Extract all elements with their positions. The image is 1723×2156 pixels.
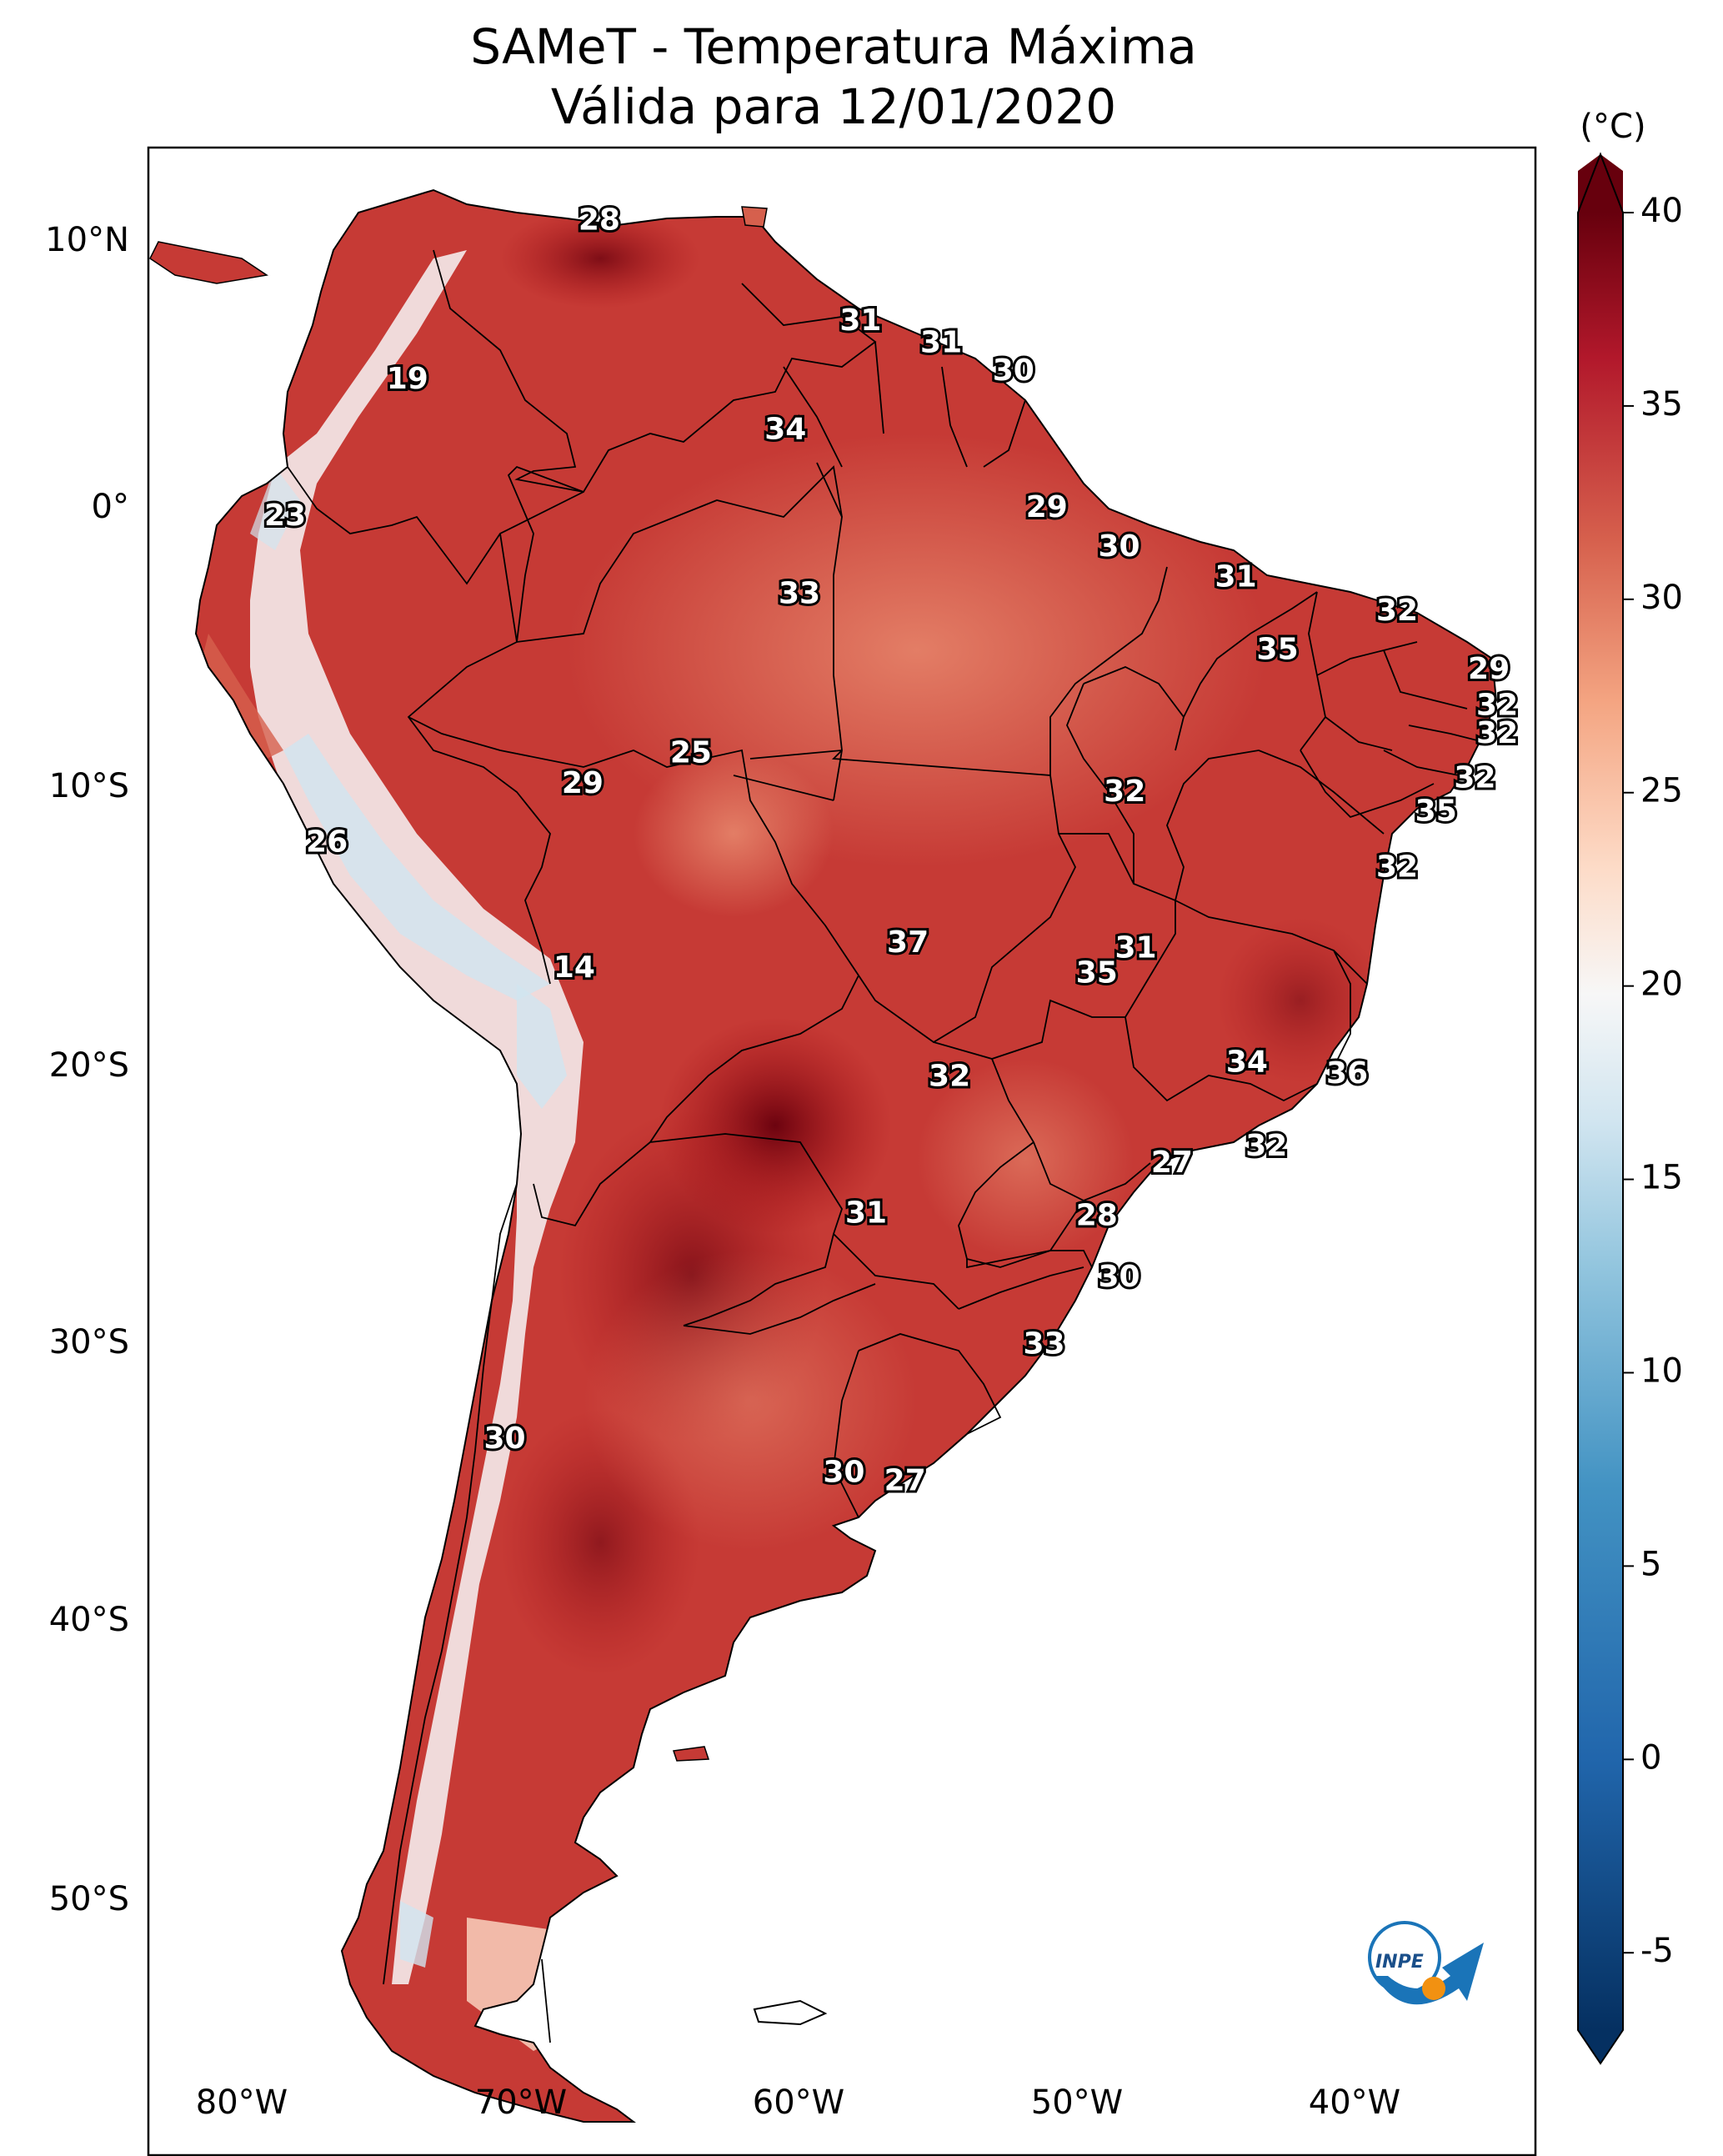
station-label: 19 <box>387 362 428 396</box>
station-label: 32 <box>1454 761 1495 795</box>
colorbar-min-extension <box>1578 2030 1623 2063</box>
country-borders <box>287 249 1485 2043</box>
station-label: 30 <box>483 1421 525 1456</box>
lat-tick: 10°S <box>49 767 129 805</box>
station-label: 30 <box>993 353 1034 388</box>
inpe-logo-text: INPE <box>1375 1952 1424 1973</box>
station-label: 32 <box>1245 1129 1287 1163</box>
station-label: 28 <box>579 203 620 238</box>
lat-tick: 40°S <box>49 1601 129 1639</box>
temperature-field <box>149 189 1497 2123</box>
station-label: 30 <box>823 1455 864 1489</box>
colorbar-tick-label: 5 <box>1640 1545 1661 1583</box>
colorbar: (°C) 40 35 30 25 20 15 10 5 0 -5 <box>1577 108 1683 2065</box>
colorbar-tick-label: 40 <box>1640 192 1683 230</box>
station-label: 14 <box>553 950 595 985</box>
colorbar-tick-label: -5 <box>1640 1932 1674 1970</box>
station-label: 25 <box>670 735 712 770</box>
station-label: 37 <box>887 925 929 960</box>
station-label: 34 <box>1226 1045 1268 1080</box>
lat-tick: 30°S <box>49 1323 129 1361</box>
station-label: 31 <box>920 326 962 360</box>
station-label: 32 <box>1376 594 1418 628</box>
station-label: 26 <box>306 825 348 859</box>
colorbar-gradient <box>1578 213 1623 2030</box>
station-label: 32 <box>1476 716 1518 750</box>
station-label: 29 <box>1026 490 1068 524</box>
map-title: SAMeT - Temperatura Máxima <box>470 18 1197 75</box>
station-label: 29 <box>562 766 604 800</box>
inpe-logo-icon: INPE <box>1368 1921 1484 2005</box>
station-label: 27 <box>1151 1146 1193 1180</box>
station-label: 33 <box>779 577 820 611</box>
station-label: 32 <box>929 1059 970 1093</box>
station-label: 23 <box>264 499 306 533</box>
lon-tick: 60°W <box>753 2083 844 2122</box>
station-label: 35 <box>1415 795 1457 829</box>
station-label: 33 <box>1023 1327 1064 1361</box>
central-america-tip <box>149 241 268 284</box>
station-label: 27 <box>884 1463 926 1497</box>
lat-tick: 10°N <box>45 221 129 259</box>
colorbar-max-extension <box>1578 154 1623 213</box>
lat-tick: 50°S <box>49 1880 129 1918</box>
station-label: 35 <box>1076 956 1118 990</box>
colorbar-tick-label: 35 <box>1640 385 1683 424</box>
falkland-islands <box>753 1999 828 2026</box>
station-label: 34 <box>764 412 806 446</box>
longitude-axis: 80°W 70°W 60°W 50°W 40°W <box>196 2083 1400 2122</box>
station-label: 28 <box>1076 1199 1118 1233</box>
trinidad-island <box>741 206 768 228</box>
station-label: 31 <box>1114 931 1156 965</box>
lon-tick: 70°W <box>475 2083 567 2122</box>
latitude-axis: 10°N 0° 10°S 20°S 30°S 40°S 50°S <box>45 221 129 1918</box>
station-label: 32 <box>1476 689 1518 723</box>
colorbar-tick-label: 10 <box>1640 1351 1683 1390</box>
station-label: 36 <box>1326 1056 1368 1091</box>
colorbar-tick-label: 0 <box>1640 1738 1661 1777</box>
lat-tick: 20°S <box>49 1046 129 1085</box>
station-label: 29 <box>1468 652 1510 686</box>
station-label: 32 <box>1376 850 1418 885</box>
station-label: 32 <box>1104 775 1145 809</box>
map-subtitle: Válida para 12/01/2020 <box>551 78 1116 135</box>
colorbar-tick-label: 30 <box>1640 579 1683 617</box>
station-label: 30 <box>1098 1260 1139 1294</box>
station-label: 31 <box>839 303 881 338</box>
lon-tick: 40°W <box>1309 2083 1400 2122</box>
station-label: 31 <box>1215 560 1257 594</box>
colorbar-tick-label: 25 <box>1640 772 1683 810</box>
colorbar-tick-label: 20 <box>1640 965 1683 1004</box>
lat-tick: 0° <box>92 488 129 526</box>
station-label: 30 <box>1098 529 1139 564</box>
station-label: 31 <box>845 1196 887 1230</box>
station-label: 35 <box>1257 633 1299 667</box>
colorbar-tick-label: 15 <box>1640 1159 1683 1197</box>
lon-tick: 80°W <box>196 2083 288 2122</box>
map-frame <box>147 146 1537 2156</box>
colorbar-unit: (°C) <box>1580 108 1645 146</box>
lon-tick: 50°W <box>1031 2083 1123 2122</box>
valdes-peninsula <box>673 1746 710 1762</box>
